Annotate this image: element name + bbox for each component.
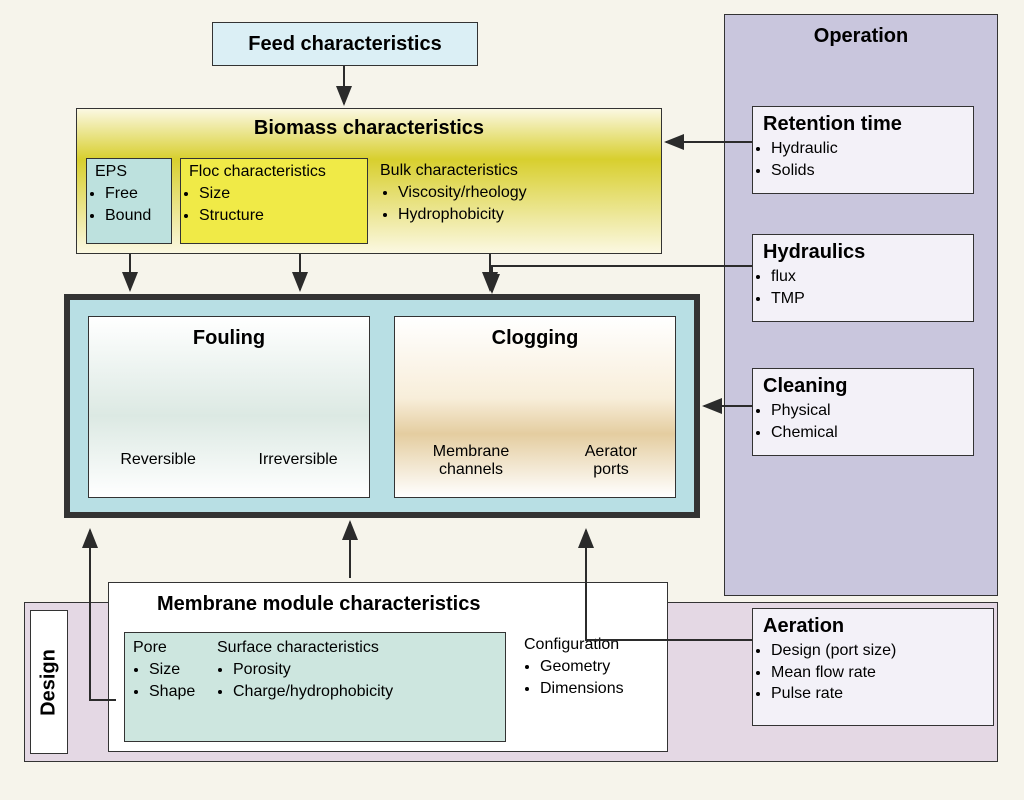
hydraulics-list: flux TMP <box>753 266 973 309</box>
list-item: Free <box>105 183 171 205</box>
list-item: Shape <box>149 681 203 703</box>
pore-title: Pore <box>133 639 203 657</box>
eps-list: Free Bound <box>87 183 171 226</box>
pore-list: Size Shape <box>133 659 203 702</box>
clogging-box: Clogging Membrane channels Aerator ports <box>394 316 676 498</box>
list-item: Size <box>149 659 203 681</box>
config-title: Configuration <box>524 636 674 654</box>
clogging-membrane: Membrane channels <box>433 443 509 479</box>
floc-list: Size Structure <box>181 183 367 226</box>
fouling-box: Fouling Reversible Irreversible <box>88 316 370 498</box>
surface-list: Porosity Charge/hydrophobicity <box>217 659 497 702</box>
pore-surface-box: Pore Size Shape Surface characteristics … <box>124 632 506 742</box>
design-label-box: Design <box>30 610 68 754</box>
cleaning-list: Physical Chemical <box>753 400 973 443</box>
list-item: Size <box>199 183 367 205</box>
list-item: Hydrophobicity <box>398 204 620 226</box>
eps-box: EPS Free Bound <box>86 158 172 244</box>
list-item: Charge/hydrophobicity <box>233 681 497 703</box>
list-item: Bound <box>105 205 171 227</box>
clogging-aerator: Aerator ports <box>585 443 637 479</box>
bulk-title: Bulk characteristics <box>380 162 620 180</box>
aeration-list: Design (port size) Mean flow rate Pulse … <box>753 640 993 705</box>
floc-box: Floc characteristics Size Structure <box>180 158 368 244</box>
list-item: Hydraulic <box>771 138 973 160</box>
retention-list: Hydraulic Solids <box>753 138 973 181</box>
configuration-box: Configuration Geometry Dimensions <box>524 636 674 699</box>
list-item: Structure <box>199 205 367 227</box>
aeration-title: Aeration <box>753 609 993 638</box>
bulk-box: Bulk characteristics Viscosity/rheology … <box>380 162 620 225</box>
eps-title: EPS <box>87 159 171 181</box>
list-item: Mean flow rate <box>771 662 993 684</box>
list-item: Porosity <box>233 659 497 681</box>
list-item: Viscosity/rheology <box>398 182 620 204</box>
surface-title: Surface characteristics <box>217 639 497 657</box>
clogging-title: Clogging <box>395 317 675 350</box>
fouling-title: Fouling <box>89 317 369 350</box>
cleaning-title: Cleaning <box>753 369 973 398</box>
list-item: TMP <box>771 288 973 310</box>
floc-title: Floc characteristics <box>181 159 367 181</box>
list-item: Pulse rate <box>771 683 993 705</box>
list-item: Solids <box>771 160 973 182</box>
aeration-box: Aeration Design (port size) Mean flow ra… <box>752 608 994 726</box>
list-item: Physical <box>771 400 973 422</box>
feed-box: Feed characteristics <box>212 22 478 66</box>
fouling-irreversible: Irreversible <box>259 451 338 469</box>
feed-title: Feed characteristics <box>213 23 477 65</box>
fouling-reversible: Reversible <box>120 451 196 469</box>
biomass-title: Biomass characteristics <box>77 109 661 140</box>
retention-time-box: Retention time Hydraulic Solids <box>752 106 974 194</box>
design-title: Design <box>38 613 61 753</box>
list-item: flux <box>771 266 973 288</box>
membrane-title: Membrane module characteristics <box>109 583 667 616</box>
retention-title: Retention time <box>753 107 973 136</box>
operation-title: Operation <box>725 15 997 48</box>
bulk-list: Viscosity/rheology Hydrophobicity <box>380 182 620 225</box>
list-item: Geometry <box>540 656 674 678</box>
list-item: Chemical <box>771 422 973 444</box>
list-item: Design (port size) <box>771 640 993 662</box>
list-item: Dimensions <box>540 678 674 700</box>
cleaning-box: Cleaning Physical Chemical <box>752 368 974 456</box>
hydraulics-box: Hydraulics flux TMP <box>752 234 974 322</box>
config-list: Geometry Dimensions <box>524 656 674 699</box>
hydraulics-title: Hydraulics <box>753 235 973 264</box>
